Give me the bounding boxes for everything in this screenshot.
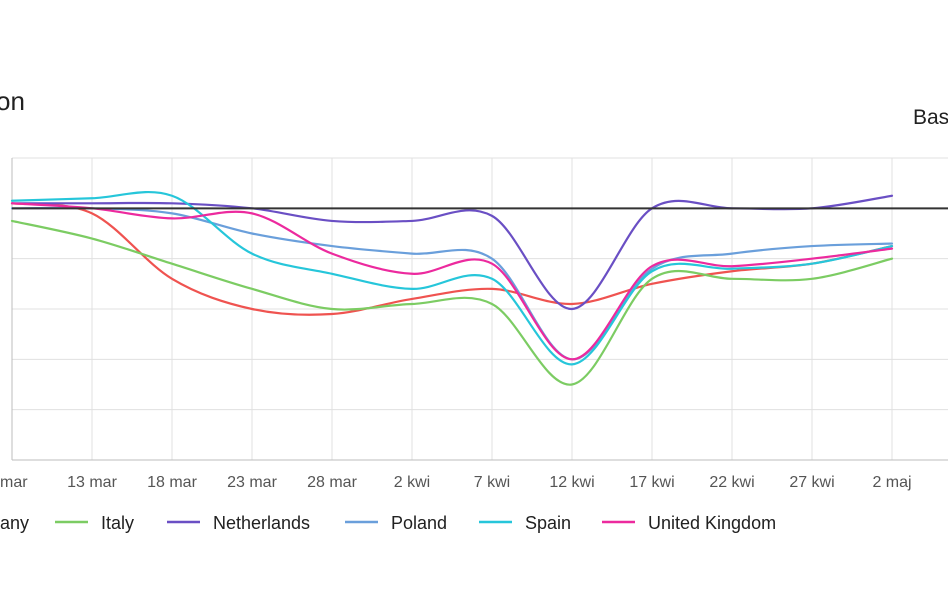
x-tick-label: 7 kwi	[474, 474, 510, 491]
legend-label[interactable]: Italy	[101, 513, 134, 533]
x-tick-label: 12 kwi	[549, 474, 594, 491]
series-lines	[10, 190, 894, 386]
legend-label[interactable]: any	[0, 513, 29, 533]
baseline-label: Bas	[913, 106, 948, 129]
x-tick-label: 17 kwi	[629, 474, 674, 491]
x-tick-label: 28 mar	[307, 474, 357, 491]
x-tick-label: 27 kwi	[789, 474, 834, 491]
legend-label[interactable]: Poland	[391, 513, 447, 533]
series-line-italy	[10, 219, 894, 386]
legend-label[interactable]: Netherlands	[213, 513, 310, 533]
x-tick-label: mar	[0, 474, 28, 491]
series-line-poland	[10, 206, 894, 361]
legend: any Italy Netherlands Poland Spain United Kin…	[0, 513, 776, 533]
x-tick-label: 23 mar	[227, 474, 277, 491]
x-tick-label: 22 kwi	[709, 474, 754, 491]
x-tick-label: 18 mar	[147, 474, 197, 491]
series-line-united-kingdom	[10, 202, 894, 361]
series-line-spain	[10, 190, 894, 366]
legend-label[interactable]: Spain	[525, 513, 571, 533]
series-line-germany	[10, 202, 894, 316]
x-axis-ticks: mar 13 mar 18 mar 23 mar 28 mar 2 kwi 7 kwi 12 …	[0, 474, 912, 491]
x-tick-label: 2 maj	[872, 474, 911, 491]
legend-label[interactable]: United Kingdom	[648, 513, 776, 533]
x-tick-label: 13 mar	[67, 474, 117, 491]
x-tick-label: 2 kwi	[394, 474, 430, 491]
chart-title: on	[0, 86, 25, 116]
